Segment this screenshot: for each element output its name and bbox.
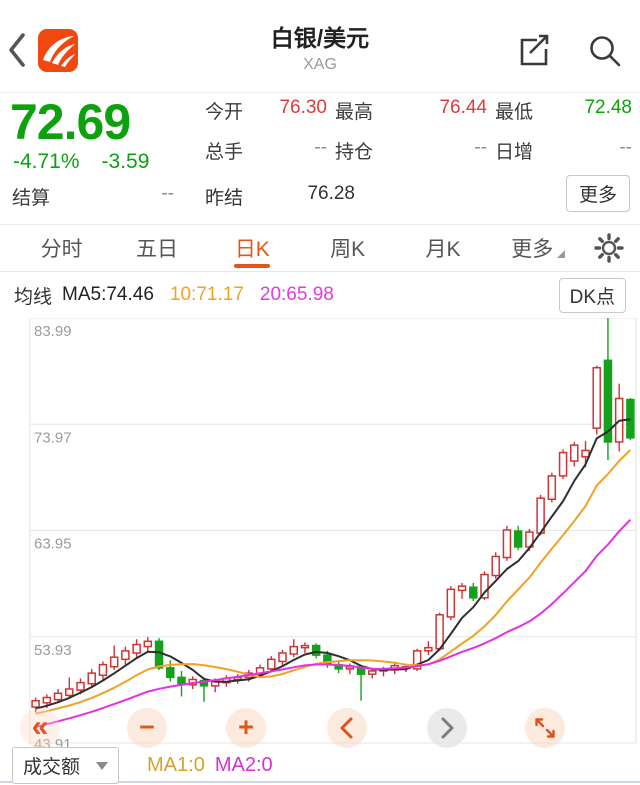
ma-legend-bar: 均线 MA5:74.46 10:71.17 20:65.98 DK点 bbox=[0, 272, 640, 318]
pan-right-button[interactable] bbox=[427, 708, 467, 748]
tab-fenshi[interactable]: 分时 bbox=[40, 238, 83, 261]
share-button[interactable] bbox=[515, 33, 553, 69]
ma5-value: MA5:74.46 bbox=[62, 284, 154, 305]
zoom-out-button[interactable]: − bbox=[127, 708, 167, 748]
tab-wuri[interactable]: 五日 bbox=[135, 238, 178, 261]
back-button[interactable] bbox=[6, 30, 32, 70]
settle-row: 结算 -- bbox=[12, 183, 202, 210]
quote-panel: 72.69 -4.71% -3.59 结算 -- 今开 76.30 最高 76.44 … bbox=[0, 93, 640, 223]
tab-yuek[interactable]: 月K bbox=[425, 238, 461, 261]
search-button[interactable] bbox=[586, 33, 624, 71]
change-absolute: -3.59 bbox=[101, 150, 150, 173]
ma-prefix: 均线 bbox=[14, 286, 53, 308]
plus-icon: + bbox=[238, 711, 254, 742]
indicator-selector[interactable]: 成交额 bbox=[12, 747, 120, 784]
field-volume: 总手 -- bbox=[205, 137, 327, 163]
skip-back-button[interactable]: « bbox=[20, 708, 60, 748]
volume-ma1: MA1:0 bbox=[147, 754, 205, 776]
double-chevron-left-icon: « bbox=[31, 710, 49, 743]
tab-rik[interactable]: 日K bbox=[205, 225, 300, 271]
chevron-left-icon bbox=[9, 33, 25, 67]
prev-settle-value: 76.28 bbox=[307, 183, 355, 204]
ma10-value: 10:71.17 bbox=[169, 284, 244, 305]
svg-text:73.97: 73.97 bbox=[34, 429, 72, 446]
svg-text:83.99: 83.99 bbox=[34, 323, 72, 340]
title-block: 白银/美元 XAG bbox=[120, 24, 520, 76]
active-tab-underline bbox=[234, 264, 271, 268]
kline-chart-area[interactable]: 83.99 73.97 63.95 53.93 43.91 « − + bbox=[0, 318, 640, 750]
page-title: 白银/美元 bbox=[270, 25, 370, 51]
field-dayincrease: 日增 -- bbox=[495, 137, 632, 163]
expand-arrows-icon bbox=[535, 718, 555, 738]
field-open: 今开 76.30 bbox=[205, 97, 327, 123]
kline-canvas[interactable]: 83.99 73.97 63.95 53.93 43.91 bbox=[0, 318, 640, 750]
volume-ma2: MA2:0 bbox=[214, 754, 273, 776]
minus-icon: − bbox=[139, 711, 155, 742]
share-icon bbox=[520, 34, 549, 66]
prev-settle-row: 昨结 76.28 bbox=[205, 183, 355, 210]
page-subtitle: XAG bbox=[303, 56, 337, 73]
gear-icon bbox=[594, 233, 624, 263]
last-price: 72.69 bbox=[10, 94, 131, 150]
dk-point-button[interactable]: DK点 bbox=[558, 277, 626, 313]
svg-text:53.93: 53.93 bbox=[34, 642, 72, 659]
header: 白银/美元 XAG bbox=[0, 0, 640, 93]
field-openinterest: 持仓 -- bbox=[335, 137, 487, 163]
tab-more[interactable]: 更多 bbox=[491, 225, 586, 271]
field-high: 最高 76.44 bbox=[335, 97, 487, 123]
svg-text:63.95: 63.95 bbox=[34, 536, 72, 553]
indicator-selected: 成交额 bbox=[23, 757, 81, 778]
period-tabbar: 分时 五日 日K 周K 月K 更多 bbox=[0, 224, 640, 272]
indicator-bar: 成交额 MA1:0 MA2:0 bbox=[0, 747, 640, 784]
search-icon bbox=[590, 36, 621, 67]
price-change: -4.71% -3.59 bbox=[13, 150, 171, 174]
more-button[interactable]: 更多 bbox=[565, 175, 630, 212]
dropdown-triangle-icon bbox=[96, 761, 109, 770]
zoom-in-button[interactable]: + bbox=[226, 708, 266, 748]
settings-button[interactable] bbox=[586, 231, 626, 265]
chevron-right-icon bbox=[441, 717, 454, 739]
chevron-left-icon bbox=[340, 717, 353, 739]
caret-down-icon bbox=[557, 250, 566, 258]
settle-value: -- bbox=[161, 183, 174, 204]
app-logo-icon[interactable] bbox=[38, 29, 78, 72]
pan-left-button[interactable] bbox=[327, 708, 367, 748]
quote-grid: 今开 76.30 最高 76.44 最低 72.48 总手 -- 持仓 -- 日增 -- bbox=[205, 97, 632, 164]
fullscreen-button[interactable] bbox=[525, 708, 565, 748]
change-percent: -4.71% bbox=[13, 150, 80, 173]
prev-settle-label: 昨结 bbox=[205, 188, 244, 209]
field-low: 最低 72.48 bbox=[495, 97, 632, 123]
tab-zhouk[interactable]: 周K bbox=[330, 238, 366, 261]
ma20-value: 20:65.98 bbox=[259, 284, 334, 305]
settle-label: 结算 bbox=[12, 188, 51, 209]
svg-text:43.91: 43.91 bbox=[34, 736, 72, 750]
